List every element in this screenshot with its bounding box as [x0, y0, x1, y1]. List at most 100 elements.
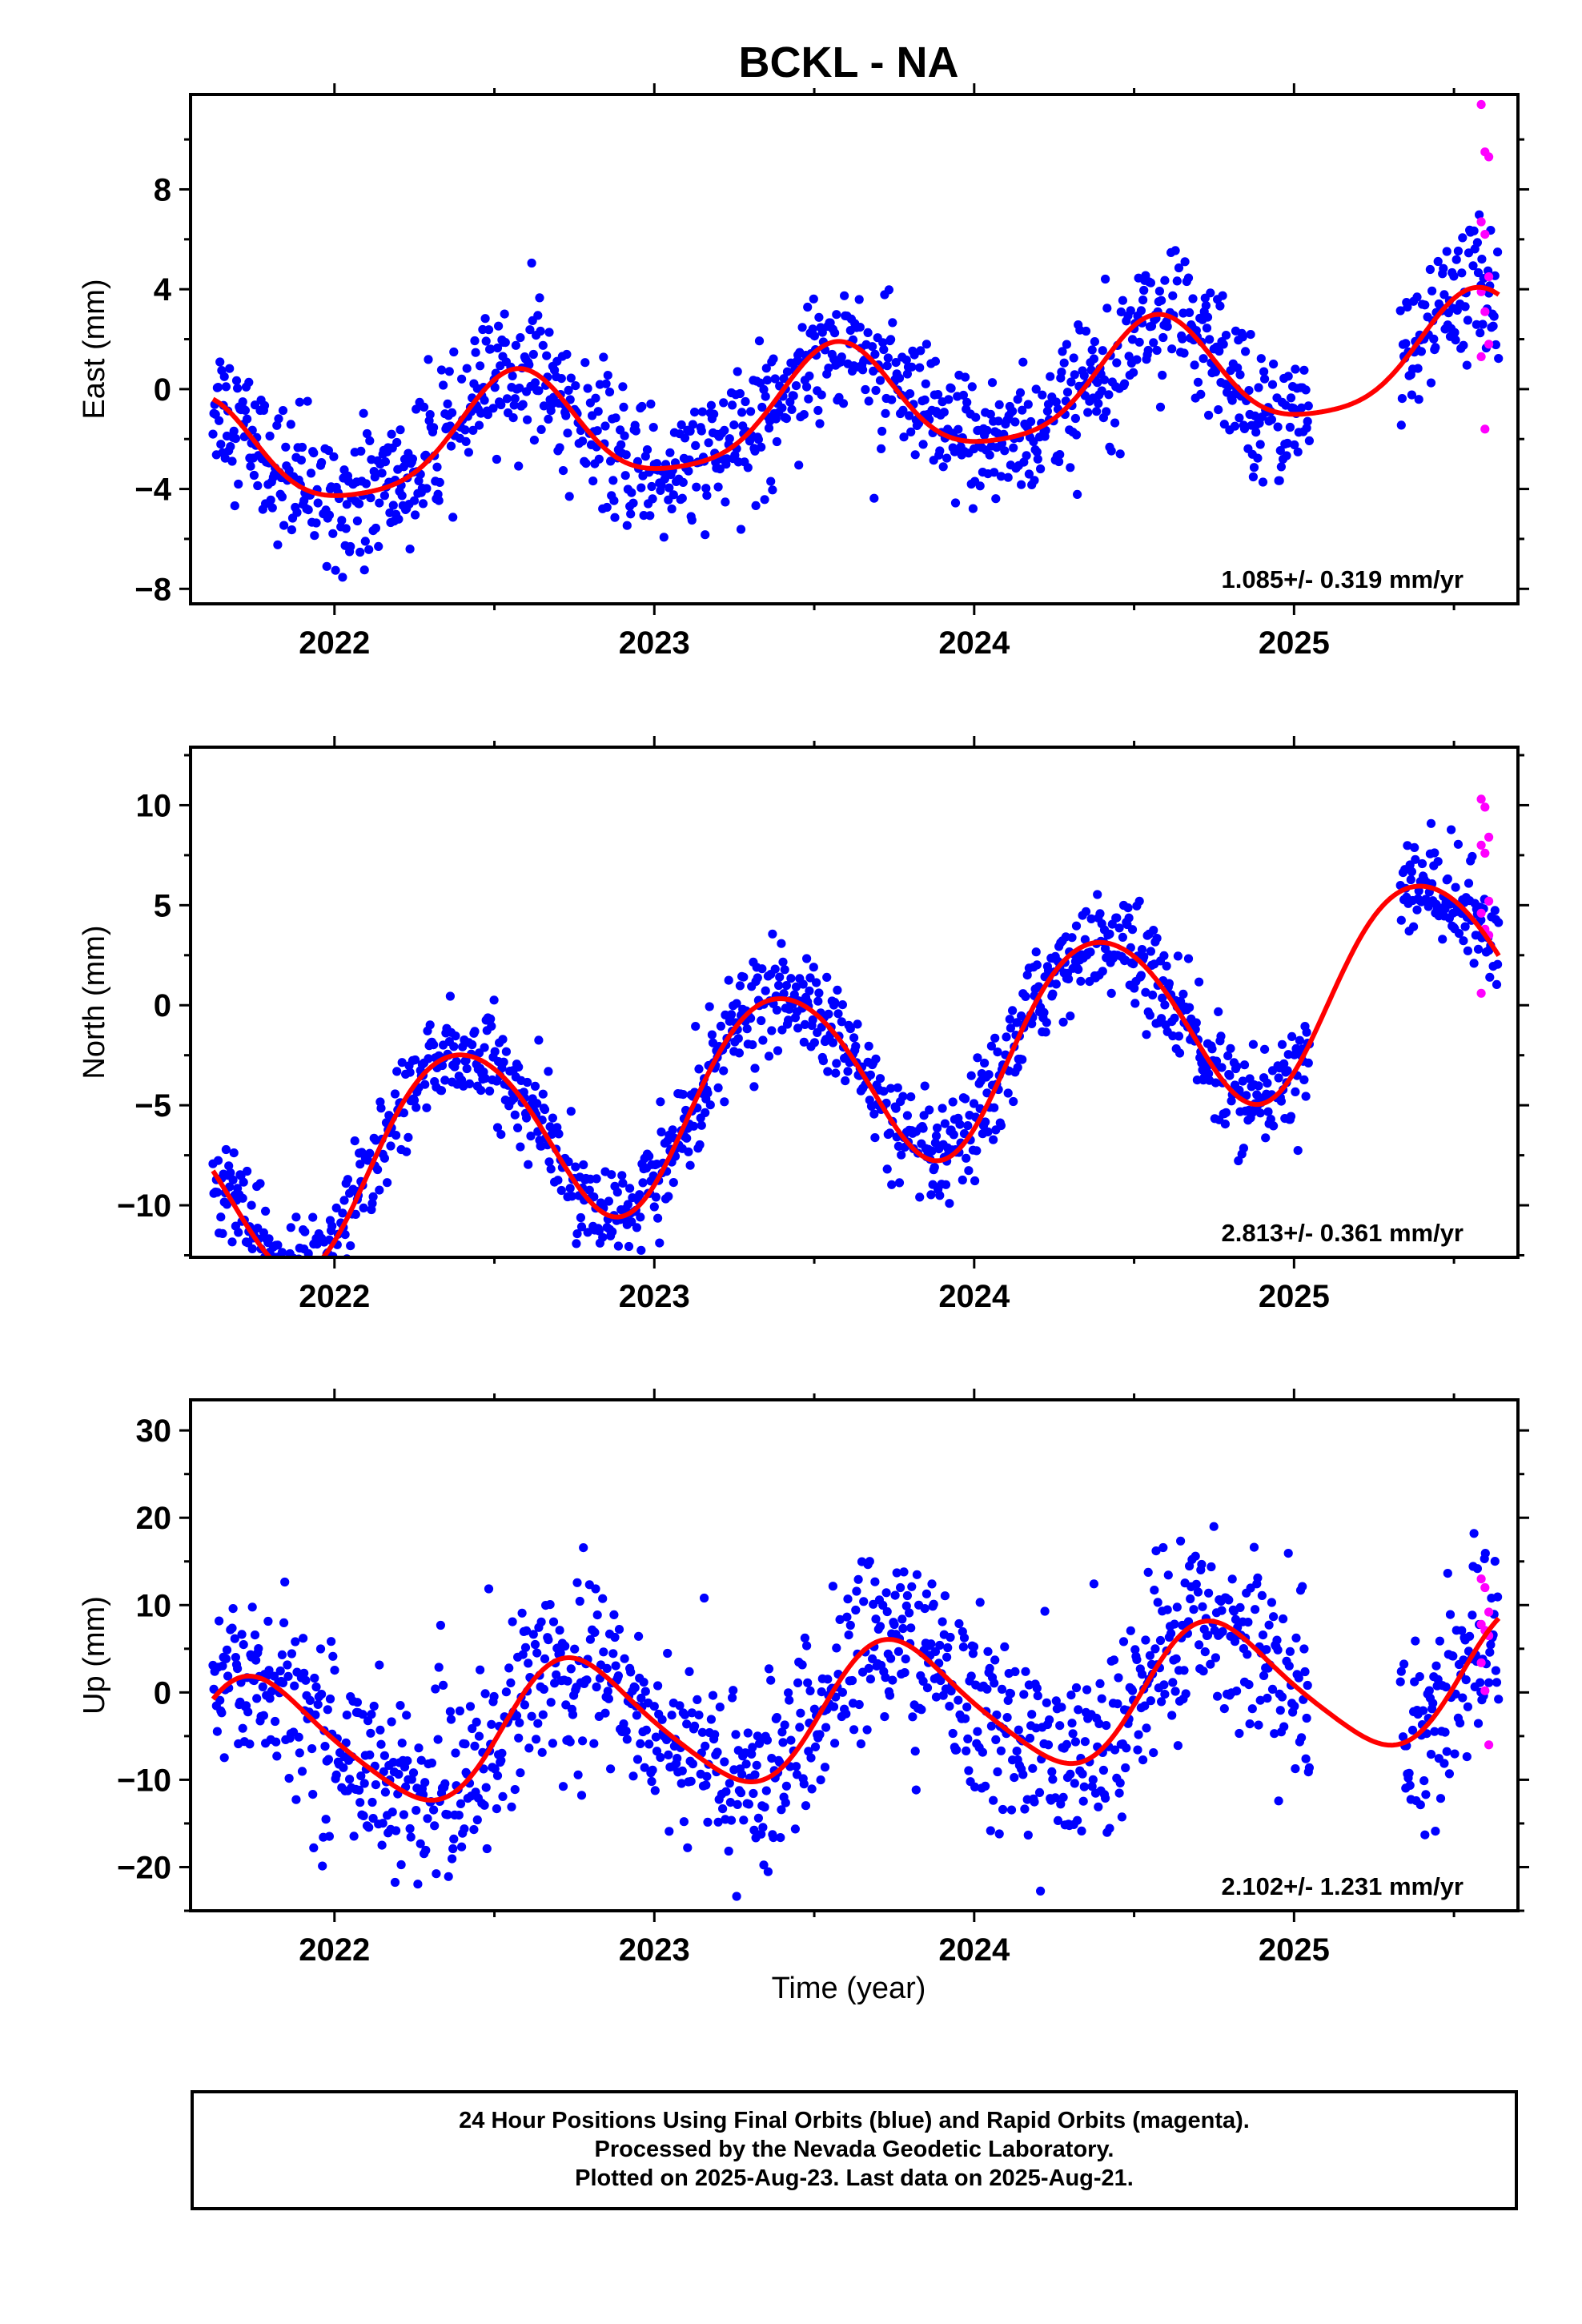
up-final-orbit-point: [575, 1596, 584, 1606]
east-final-orbit-point: [422, 484, 432, 493]
east-final-orbit-point: [1051, 397, 1061, 407]
up-final-orbit-point: [403, 1756, 412, 1766]
east-final-orbit-point: [542, 351, 552, 360]
east-final-orbit-point: [1416, 347, 1426, 356]
up-final-orbit-point: [748, 1743, 757, 1752]
up-final-orbit-point: [1198, 1602, 1207, 1611]
north-final-orbit-point: [526, 1132, 536, 1141]
caption-line-2: Processed by the Nevada Geodetic Laborat…: [594, 2137, 1114, 2162]
up-final-orbit-point: [948, 1728, 958, 1739]
up-final-orbit-point: [701, 1780, 711, 1790]
up-final-orbit-point: [609, 1610, 619, 1619]
east-final-orbit-point: [869, 493, 879, 503]
up-final-orbit-point: [769, 1833, 778, 1843]
up-final-orbit-point: [518, 1650, 528, 1659]
north-final-orbit-point: [770, 964, 780, 974]
east-final-orbit-point: [1018, 357, 1028, 367]
up-final-orbit-point: [1170, 1687, 1180, 1696]
up-final-orbit-point: [1181, 1689, 1191, 1699]
east-final-orbit-point: [1106, 446, 1116, 456]
north-rapid-orbit-point: [1476, 794, 1486, 804]
east-final-orbit-point: [1062, 340, 1071, 349]
north-final-orbit-point: [1263, 1107, 1273, 1116]
up-final-orbit-point: [1299, 1644, 1309, 1654]
east-y-tick-label: 4: [154, 272, 172, 308]
east-final-orbit-point: [733, 367, 742, 376]
up-final-orbit-point: [922, 1683, 933, 1693]
up-final-orbit-point: [835, 1614, 845, 1624]
north-final-orbit-point: [831, 1068, 841, 1078]
east-final-orbit-point: [435, 477, 444, 488]
east-final-orbit-point: [1477, 255, 1487, 264]
east-final-orbit-point: [1226, 366, 1235, 376]
north-final-orbit-point: [1064, 974, 1074, 983]
north-final-orbit-point: [764, 1051, 774, 1061]
north-x-tick-label: 2024: [938, 1279, 1010, 1314]
east-final-orbit-point: [324, 510, 334, 520]
up-final-orbit-point: [744, 1799, 754, 1809]
up-final-orbit-point: [959, 1633, 970, 1642]
north-final-orbit-point: [824, 1009, 833, 1019]
up-final-orbit-point: [1490, 1557, 1500, 1566]
north-final-orbit-point: [351, 1209, 360, 1219]
up-final-orbit-point: [776, 1833, 785, 1843]
east-final-orbit-point: [337, 516, 347, 525]
east-final-orbit-point: [259, 400, 270, 411]
east-final-orbit-point: [1303, 416, 1312, 426]
up-final-orbit-point: [606, 1764, 616, 1774]
up-x-tick-label: 2023: [619, 1932, 690, 1968]
east-final-orbit-point: [944, 395, 954, 404]
up-final-orbit-point: [416, 1755, 426, 1765]
up-final-orbit-point: [1300, 1667, 1310, 1677]
north-final-orbit-point: [1295, 1035, 1304, 1045]
east-final-orbit-point: [1112, 358, 1122, 368]
east-final-orbit-point: [751, 501, 761, 511]
north-final-orbit-point: [498, 1035, 508, 1044]
north-final-orbit-point: [327, 1221, 337, 1231]
up-final-orbit-point: [1027, 1710, 1037, 1719]
up-final-orbit-point: [749, 1788, 758, 1799]
north-final-orbit-point: [849, 1033, 859, 1043]
up-final-orbit-point: [429, 1805, 439, 1815]
east-final-orbit-point: [769, 354, 778, 364]
north-final-orbit-point: [983, 1127, 993, 1136]
up-final-orbit-point: [632, 1711, 642, 1720]
north-final-orbit-point: [492, 1123, 503, 1132]
north-final-orbit-point: [869, 1109, 879, 1119]
east-final-orbit-point: [757, 442, 766, 452]
up-final-orbit-point: [718, 1804, 728, 1814]
up-final-orbit-point: [817, 1687, 826, 1697]
east-final-orbit-point: [982, 425, 992, 436]
north-final-orbit-point: [1185, 1003, 1195, 1012]
north-final-orbit-point: [1260, 1044, 1270, 1054]
up-final-orbit-point: [308, 1790, 318, 1799]
east-final-orbit-point: [529, 436, 540, 445]
north-final-orbit-point: [691, 1022, 701, 1031]
east-final-orbit-point: [474, 420, 484, 430]
up-final-orbit-point: [613, 1671, 624, 1681]
up-final-orbit-point: [1159, 1680, 1169, 1690]
east-final-orbit-point: [787, 404, 797, 414]
up-final-orbit-point: [1042, 1698, 1051, 1707]
east-final-orbit-point: [352, 516, 362, 526]
east-final-orbit-point: [581, 459, 591, 468]
north-final-orbit-point: [480, 1073, 490, 1084]
east-final-orbit-point: [1251, 428, 1261, 437]
north-final-orbit-point: [255, 1315, 263, 1324]
up-final-orbit-point: [1094, 1719, 1104, 1728]
east-final-orbit-point: [387, 429, 396, 439]
up-final-orbit-point: [406, 1832, 416, 1842]
up-final-orbit-point: [677, 1766, 687, 1775]
north-final-orbit-point: [565, 1184, 575, 1193]
up-final-orbit-point: [1283, 1549, 1293, 1558]
north-final-orbit-point: [1254, 1081, 1263, 1091]
up-final-orbit-point: [1399, 1659, 1409, 1669]
north-final-orbit-point: [791, 982, 801, 991]
east-final-orbit-point: [899, 432, 909, 442]
up-final-orbit-point: [1087, 1782, 1097, 1791]
east-final-orbit-point: [418, 499, 428, 509]
east-final-orbit-point: [996, 472, 1006, 481]
north-final-orbit-point: [897, 1150, 906, 1160]
east-final-orbit-point: [1149, 338, 1158, 348]
